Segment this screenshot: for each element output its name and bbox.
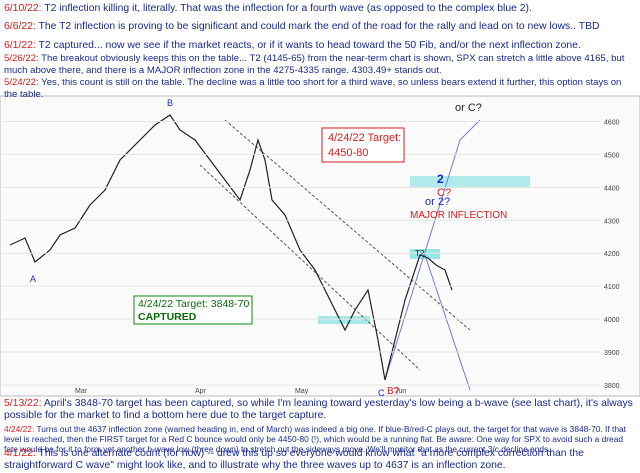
note-date: 5/26/22: xyxy=(4,53,39,64)
inflection-zone xyxy=(410,176,530,188)
y-tick-label: 4500 xyxy=(604,152,620,159)
target-zone xyxy=(318,316,370,324)
note: 5/13/22: April's 3848-70 target has been… xyxy=(4,398,636,422)
y-tick-label: 4200 xyxy=(604,251,620,258)
x-tick-label: Jun xyxy=(395,388,406,395)
note: 6/6/22: The T2 inflection is proving to … xyxy=(4,21,636,33)
channel-line xyxy=(224,119,471,331)
y-tick-label: 4600 xyxy=(604,119,620,126)
note-date: 5/24/22: xyxy=(4,77,39,88)
label: T2 xyxy=(415,249,425,258)
note: 4/24/22: Turns out the 4637 inflection z… xyxy=(4,424,636,454)
note-text: T2 inflection killing it, literally. Tha… xyxy=(41,3,532,14)
label: A xyxy=(30,274,36,284)
x-tick-label: May xyxy=(295,388,309,395)
note-text: Yes, this count is still on the table. T… xyxy=(4,77,622,100)
label: B xyxy=(167,98,173,108)
note: 6/10/22: T2 inflection killing it, liter… xyxy=(4,3,636,15)
y-tick-label: 3900 xyxy=(604,350,620,357)
price-line xyxy=(9,114,453,381)
note-text: The breakout obviously keeps this on the… xyxy=(4,53,625,76)
note: 5/26/22: The breakout obviously keeps th… xyxy=(4,53,636,76)
projection xyxy=(424,254,471,391)
note: 4/1/22: This is one alternate count (for… xyxy=(4,448,636,472)
note-date: 4/1/22: xyxy=(4,448,36,459)
y-tick-label: 4400 xyxy=(604,185,620,192)
y-tick-label: 3800 xyxy=(604,383,620,390)
target-box xyxy=(321,127,405,163)
note-text: April's 3848-70 target has been captured… xyxy=(4,398,633,421)
chart-frame xyxy=(0,95,640,397)
label: B? xyxy=(387,386,400,397)
label: 4/24/22 Target: 3848-70 xyxy=(138,298,249,310)
y-tick-label: 4100 xyxy=(604,284,620,291)
note-date: 4/24/22: xyxy=(4,424,35,434)
projection xyxy=(384,119,481,381)
label: MAJOR INFLECTION xyxy=(410,210,507,221)
label: or C? xyxy=(455,102,482,114)
note: 6/1/22: T2 captured... now we see if the… xyxy=(4,40,636,52)
y-tick-label: 4000 xyxy=(604,317,620,324)
y-tick-label: 4300 xyxy=(604,218,620,225)
note-date: 6/6/22: xyxy=(4,21,36,32)
note-date: 6/10/22: xyxy=(4,3,42,14)
x-tick-label: Apr xyxy=(195,388,207,395)
note-text: T2 captured... now we see if the market … xyxy=(35,40,581,51)
note: 5/24/22: Yes, this count is still on the… xyxy=(4,77,636,100)
note-date: 6/1/22: xyxy=(4,40,36,51)
label: or 2? xyxy=(425,196,450,208)
t2-zone xyxy=(410,249,440,259)
note-text: Turns out the 4637 inflection zone (warn… xyxy=(4,424,627,454)
label: 4/24/22 Target: xyxy=(328,132,401,144)
label: C? xyxy=(437,187,451,199)
label: 4450-80 xyxy=(328,147,368,159)
label: CAPTURED xyxy=(138,311,197,323)
target-box xyxy=(133,295,253,325)
note-date: 5/13/22: xyxy=(4,398,42,409)
x-tick-label: Mar xyxy=(75,388,88,395)
note-text: The T2 inflection is proving to be signi… xyxy=(35,21,600,32)
label: 2 xyxy=(437,172,444,186)
label: C xyxy=(378,388,385,398)
note-text: This is one alternate count (for now) --… xyxy=(4,448,584,471)
channel-line xyxy=(199,164,421,371)
